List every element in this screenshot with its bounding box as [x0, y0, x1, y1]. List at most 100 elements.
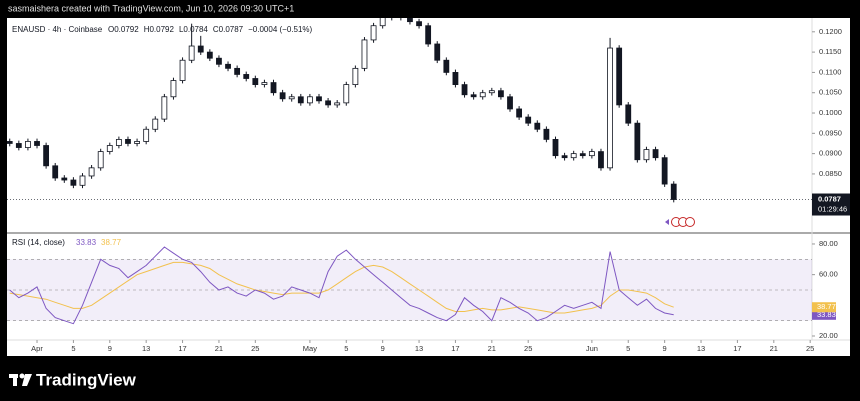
candle-body — [661, 157, 668, 185]
x-tick-label: 17 — [451, 344, 459, 353]
rsi-line — [9, 246, 674, 325]
candle-body — [507, 96, 513, 110]
candle-body — [570, 153, 577, 159]
rsi-legend-value: 38.77 — [101, 238, 122, 247]
rsi-last-label: 33.83 — [817, 310, 836, 319]
x-tick-label: 25 — [524, 344, 532, 353]
symbol-title: ENAUSD · 4h · Coinbase — [12, 25, 103, 34]
candle-body — [416, 21, 422, 27]
candle-body — [115, 139, 122, 146]
candle-body — [579, 153, 586, 157]
x-tick-label: 21 — [215, 344, 223, 353]
candle-body — [561, 155, 568, 159]
y-tick-label: 20.00 — [819, 331, 838, 340]
candle-body — [88, 167, 95, 177]
x-tick-label: 9 — [663, 344, 667, 353]
chart-panel — [7, 18, 850, 356]
y-tick-label: 0.0950 — [819, 128, 842, 137]
x-tick-label: 13 — [415, 344, 423, 353]
y-tick-label: 0.1050 — [819, 88, 842, 97]
candle-body — [616, 47, 623, 106]
candle-body — [279, 92, 286, 100]
candle-body — [389, 16, 394, 18]
candle-body — [161, 96, 168, 120]
candle-body — [625, 104, 632, 124]
candle-body — [270, 82, 277, 94]
candle-body — [643, 149, 650, 161]
candle-body — [543, 128, 550, 140]
candle-body — [588, 151, 595, 157]
candle-body — [443, 59, 450, 73]
candle-body — [79, 175, 86, 186]
x-tick-label: 5 — [626, 344, 630, 353]
rsi-last-box — [812, 309, 836, 320]
y-tick-label: 0.0850 — [819, 169, 842, 178]
last-price-box — [812, 193, 850, 216]
candle-body — [106, 145, 113, 152]
last-price-label: 0.0787 — [818, 194, 841, 203]
ohlc-legend: C0.0787 — [213, 25, 244, 34]
candle-body — [216, 57, 222, 65]
candle-body — [43, 145, 50, 167]
candle-body — [179, 59, 186, 81]
y-tick-label: 0.1200 — [819, 27, 842, 36]
candle-body — [15, 143, 22, 148]
top-bar: sasmaishera created with TradingView.com… — [8, 3, 294, 13]
y-tick-label: 0.1000 — [819, 108, 842, 117]
candle-body — [61, 177, 68, 181]
y-tick-label: 0.1150 — [819, 47, 841, 56]
candle-body — [70, 179, 77, 186]
candle-body — [516, 108, 523, 118]
y-tick-label: 0.1100 — [819, 67, 841, 76]
candle-body — [379, 18, 386, 27]
candle-body — [343, 84, 350, 104]
rsi-last-box — [812, 302, 836, 313]
logo-text: TradingView — [36, 370, 137, 389]
logo-icon — [9, 373, 32, 386]
candle-body — [634, 122, 641, 161]
candle-body — [197, 45, 204, 53]
rsi-last-label: 38.77 — [817, 302, 836, 311]
x-tick-label: 5 — [71, 344, 75, 353]
candle-body — [452, 72, 459, 85]
x-tick-label: 9 — [381, 344, 385, 353]
candle-body — [34, 141, 40, 146]
countdown: 01:29:46 — [818, 204, 847, 213]
candle-body — [316, 96, 322, 102]
candle-body — [143, 128, 150, 142]
x-tick-label: 9 — [108, 344, 112, 353]
candle-body — [325, 100, 331, 106]
x-tick-label: 21 — [770, 344, 778, 353]
x-tick-label: 17 — [733, 344, 741, 353]
candle-body — [152, 118, 159, 130]
candle-body — [170, 80, 177, 98]
candle-body — [370, 25, 377, 41]
x-tick-label: May — [303, 344, 317, 353]
candle-body — [134, 141, 140, 144]
x-tick-label: 17 — [178, 344, 186, 353]
y-tick-label: 60.00 — [819, 270, 838, 279]
rsi-legend-value: 33.83 — [76, 238, 97, 247]
candle-body — [297, 96, 304, 104]
candle-body — [470, 94, 477, 98]
ohlc-legend: H0.0792 — [144, 25, 175, 34]
candle-body — [7, 141, 13, 144]
candle-body — [334, 102, 341, 106]
candle-body — [479, 92, 486, 98]
candle-body — [234, 67, 241, 75]
x-tick-label: 25 — [806, 344, 814, 353]
x-tick-label: 13 — [697, 344, 705, 353]
candle-body — [407, 18, 413, 23]
candle-body — [352, 67, 359, 85]
y-tick-label: 80.00 — [819, 239, 838, 248]
x-tick-label: Apr — [31, 344, 43, 353]
candle-body — [461, 84, 468, 96]
candle-body — [25, 141, 31, 148]
event-flags — [665, 217, 695, 227]
ohlc-legend: L0.0784 — [179, 25, 208, 34]
ohlc-legend: O0.0792 — [108, 25, 139, 34]
candle-body — [288, 96, 295, 100]
candle-body — [243, 74, 250, 79]
